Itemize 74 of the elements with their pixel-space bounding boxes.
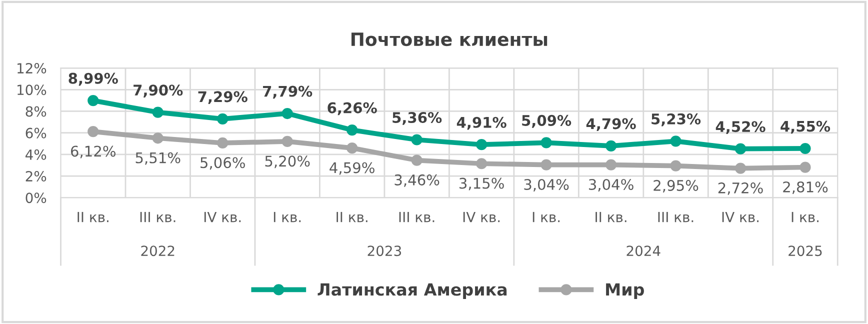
data-label: 7,29%	[198, 91, 248, 104]
data-label: 8,99%	[68, 72, 118, 86]
x-tick-label: IV кв.	[204, 212, 241, 222]
data-label: 3,46%	[394, 174, 440, 187]
data-label: 6,12%	[70, 146, 116, 158]
point	[346, 142, 358, 154]
data-label: 4,79%	[586, 118, 636, 132]
point	[476, 139, 488, 150]
text: 2024	[626, 246, 660, 256]
data-label: 3,15%	[460, 178, 504, 190]
data-label: 6,26%	[328, 102, 377, 116]
data-label: 4,52%	[716, 121, 766, 134]
y-tick-label: 8%	[26, 106, 46, 117]
point	[152, 132, 164, 144]
data-label: 4,59%	[330, 162, 374, 175]
x-tick-label: III кв.	[658, 212, 694, 222]
x-tick-label: II кв.	[78, 212, 108, 222]
x-tick-label: II кв.	[596, 212, 626, 222]
point	[88, 94, 99, 106]
data-label: 3,04%	[588, 178, 634, 192]
point	[540, 137, 552, 148]
data-label: 5,09%	[522, 114, 572, 128]
data-label: 5,23%	[652, 113, 701, 126]
point	[411, 134, 422, 146]
text: 2022	[141, 246, 174, 256]
x-tick-label: III кв.	[399, 212, 434, 222]
x-tick-label: I кв.	[532, 212, 560, 222]
point	[605, 140, 617, 152]
point	[217, 137, 228, 149]
point	[800, 162, 811, 173]
point	[605, 159, 617, 170]
x-tick-label: IV кв.	[722, 212, 759, 222]
data-label: 4,55%	[780, 120, 830, 134]
point	[540, 159, 552, 170]
point	[282, 136, 293, 148]
x-tick-label: III кв.	[140, 212, 176, 222]
x-tick-label: II кв.	[336, 212, 368, 222]
legend-label: Мир	[606, 283, 644, 300]
point	[282, 108, 293, 120]
data-label: 2,72%	[718, 182, 763, 195]
data-label: 7,79%	[263, 86, 312, 99]
data-label: 7,90%	[134, 84, 183, 98]
point	[670, 136, 682, 147]
data-label: 5,36%	[392, 112, 442, 125]
text: 2025	[788, 246, 822, 256]
point	[670, 160, 682, 172]
point	[88, 126, 99, 138]
text: 2023	[368, 246, 402, 256]
data-label: 2,95%	[654, 180, 698, 192]
x-tick-label: IV кв.	[463, 212, 500, 222]
point	[346, 124, 358, 136]
x-tick-label: I кв.	[792, 212, 818, 222]
point	[476, 158, 488, 170]
data-label: 4,91%	[456, 116, 506, 130]
data-label: 5,06%	[200, 157, 245, 170]
data-label: 2,81%	[783, 181, 828, 194]
point	[152, 106, 164, 118]
y-tick-label: 12%	[18, 63, 46, 74]
legend-label: Латинская Америка	[318, 283, 507, 300]
data-label: 5,20%	[265, 156, 310, 168]
data-label: 3,04%	[524, 178, 569, 192]
y-tick-label: 2%	[26, 171, 46, 182]
data-label: 5,51%	[136, 152, 180, 165]
chart-title: Почтовые клиенты	[351, 32, 548, 46]
y-tick-label: 6%	[26, 128, 46, 138]
y-tick-label: 0%	[26, 192, 46, 204]
y-tick-label: 10%	[18, 84, 46, 96]
y-tick-label: 4%	[26, 149, 46, 160]
point	[411, 154, 422, 166]
point	[734, 162, 746, 174]
point	[734, 143, 746, 154]
point	[217, 113, 228, 124]
x-tick-label: I кв.	[274, 212, 301, 222]
point	[800, 142, 811, 154]
